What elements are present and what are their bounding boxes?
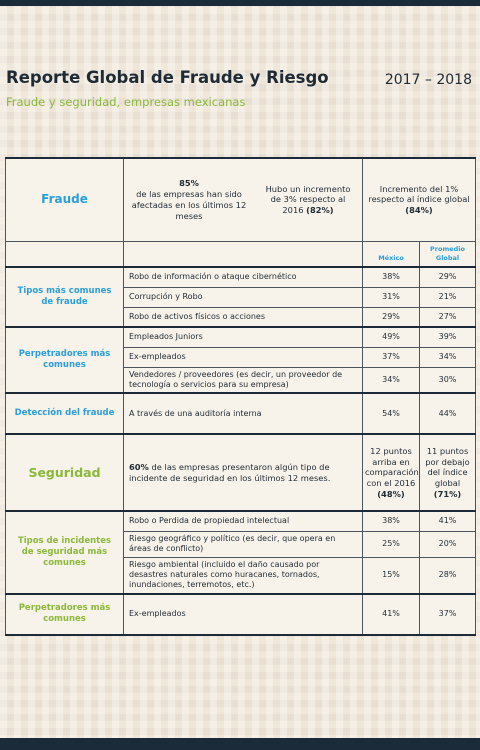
mexico-value: 38% [362, 266, 420, 288]
group-label: Perpetradores más comunes [5, 592, 124, 636]
highlight: (84%) [405, 205, 433, 216]
group-label: Detección del fraude [5, 392, 124, 435]
text: Hubo un incremento de 3% respecto al 201… [265, 183, 351, 216]
item: Riesgo ambiental (incluido el daño causa… [123, 556, 363, 595]
mexico-value: 34% [362, 366, 420, 394]
bottom-strip [0, 738, 480, 750]
mexico-value: 38% [362, 510, 420, 532]
item: Robo de información o ataque cibernético [123, 266, 363, 288]
report-table: Fraude 85% de las empresas han sido afect… [5, 157, 477, 636]
mexico-value: 31% [362, 286, 420, 308]
highlight: (48%) [377, 488, 405, 499]
global-value: 41% [418, 510, 477, 532]
mexico-value: 41% [362, 592, 420, 636]
years: 2017 – 2018 [384, 72, 472, 88]
text: de las empresas han sido afectadas en lo… [131, 188, 247, 221]
section-label: Seguridad [5, 433, 124, 512]
data-row: Riesgo ambiental (incluido el daño causa… [6, 556, 477, 595]
item: Ex-empleados [123, 592, 363, 636]
group-label: Tipos más comunes de fraude [5, 266, 124, 328]
global-value: 20% [418, 530, 477, 558]
mexico-value: 49% [362, 326, 420, 348]
item: Robo o Perdida de propiedad intelectual [123, 510, 363, 532]
data-row: Tipos de incidentes de seguridad más com… [5, 510, 477, 595]
column-header: Promedio Global [418, 240, 477, 268]
mexico-value: 54% [362, 392, 420, 435]
mexico-value: 15% [362, 556, 420, 595]
text: de las empresas presentaron algún tipo d… [129, 462, 331, 483]
group-label: Tipos de incidentes de seguridad más com… [5, 510, 124, 595]
highlight: (82%) [306, 205, 334, 216]
security-mexico: 12 puntos arriba en comparación con el 2… [362, 433, 420, 512]
item: Empleados Juniors [123, 326, 363, 348]
global-value: 39% [418, 326, 477, 348]
text: 12 puntos arriba en comparación con el 2… [365, 445, 419, 489]
highlight: (71%) [433, 488, 462, 499]
data-row: Robo de activos físicos o acciones 29% 27% [6, 306, 477, 328]
fraud-header-row: Fraude 85% de las empresas han sido afect… [5, 157, 477, 242]
global-value: 29% [418, 266, 477, 288]
security-global: 11 puntos por debajo del índice global (… [418, 433, 477, 512]
data-row: Perpetradores más comunes Ex-empleados 41%… [5, 592, 477, 636]
data-row: Perpetradores más comunes Empleados Junio… [5, 325, 477, 394]
highlight: 85% [179, 178, 199, 189]
data-row: Tipos más comunes de fraude Robo de infor… [5, 266, 477, 328]
fraud-global: Incremento del 1% respecto al índice glo… [361, 157, 477, 242]
data-row: Riesgo geográfico y político (es decir, … [6, 530, 477, 558]
column-header-row: México Promedio Global [5, 240, 477, 268]
item: Corrupción y Robo [123, 286, 363, 308]
text: 11 puntos por debajo del índice global [425, 445, 470, 489]
mexico-value: 25% [362, 530, 420, 558]
fraud-stat: 85% de las empresas han sido afectadas e… [124, 178, 254, 221]
item: A través de una auditoría interna [123, 392, 363, 435]
data-row: Detección del fraude A través de una audi… [5, 392, 477, 435]
highlight: 60% [129, 462, 149, 472]
top-strip [0, 0, 480, 6]
empty-cell [123, 240, 363, 268]
global-value: 21% [418, 286, 477, 308]
column-header: México [362, 240, 420, 268]
section-label: Fraude [5, 157, 124, 242]
item: Robo de activos físicos o acciones [123, 306, 363, 328]
fraud-stats: 85% de las empresas han sido afectadas e… [123, 157, 363, 242]
fraud-change: Hubo un incremento de 3% respecto al 201… [254, 184, 362, 216]
item: Riesgo geográfico y político (es decir, … [123, 530, 363, 558]
text: Incremento del 1% respecto al índice glo… [368, 183, 470, 205]
global-value: 30% [418, 366, 477, 394]
mexico-value: 29% [362, 306, 420, 328]
global-value: 37% [418, 592, 477, 636]
empty-cell [5, 240, 124, 268]
global-value: 44% [418, 392, 477, 435]
security-header-row: Seguridad 60% de las empresas presentaron… [5, 433, 477, 512]
title: Reporte Global de Fraude y Riesgo [6, 68, 329, 87]
group-label: Perpetradores más comunes [5, 325, 124, 394]
subtitle: Fraude y seguridad, empresas mexicanas [6, 95, 246, 109]
item: Ex-empleados [123, 346, 363, 368]
security-summary: 60% de las empresas presentaron algún ti… [123, 433, 363, 512]
fraud-stats-row: 85% de las empresas han sido afectadas e… [124, 159, 362, 240]
global-value: 28% [418, 556, 477, 595]
item: Vendedores / proveedores (es decir, un p… [123, 366, 363, 394]
mexico-value: 37% [362, 346, 420, 368]
global-value: 34% [418, 346, 477, 368]
global-value: 27% [418, 306, 477, 328]
data-row: Vendedores / proveedores (es decir, un p… [6, 366, 477, 394]
